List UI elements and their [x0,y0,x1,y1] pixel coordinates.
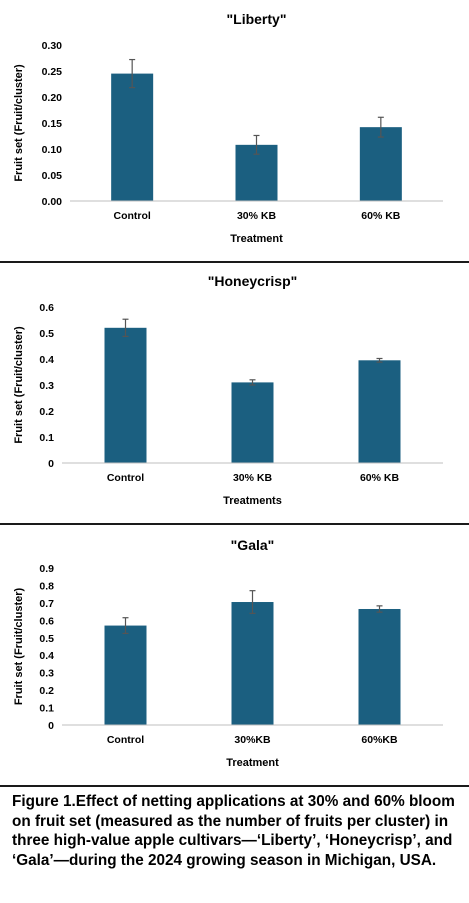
y-tick-label: 0.6 [39,302,54,314]
x-tick-label: Control [107,472,144,484]
y-tick-label: 0.25 [42,66,63,78]
y-tick-label: 0.8 [39,580,54,592]
liberty-chart-title: "Liberty" [227,11,287,27]
y-tick-label: 0.5 [39,633,54,645]
y-tick-label: 0.4 [39,650,54,662]
y-tick-label: 0.5 [39,328,54,340]
bar [231,602,274,725]
y-tick-label: 0.1 [39,703,54,715]
honeycrisp-chart-title: "Honeycrisp" [208,273,298,289]
x-axis-title: Treatments [223,495,282,507]
y-axis-title: Fruit set (Fruit/cluster) [13,587,25,705]
honeycrisp-chart-panel: "Honeycrisp" 0 0.1 0.2 0.3 0.4 0.5 0.6 Fruit set… [0,262,469,524]
y-tick-label: 0.05 [42,170,63,182]
x-tick-label: 30%KB [234,734,271,746]
x-tick-label: Control [107,734,144,746]
bar [358,608,401,725]
y-tick-label: 0.3 [39,380,54,392]
y-axis-title: Fruit set (Fruit/cluster) [13,64,25,182]
x-tick-label: 60% KB [360,472,400,484]
gala-chart: "Gala" 0 0.1 0.2 0.3 0.4 0.5 0.6 0.7 0.8 0.9 Fruit … [13,537,443,769]
x-tick-label: 30% KB [233,472,273,484]
x-axis-title: Treatment [230,233,283,245]
liberty-chart-panel: "Liberty" 0.00 0.05 0.10 0.15 0.20 0.25 0.30 Fru… [0,0,469,262]
x-tick-label: 60%KB [361,734,398,746]
y-tick-label: 0.9 [39,563,54,575]
figure-caption: Figure 1.Effect of netting applications … [12,793,455,869]
y-tick-label: 0.10 [42,144,63,156]
gala-chart-panel: "Gala" 0 0.1 0.2 0.3 0.4 0.5 0.6 0.7 0.8 0.9 Fruit … [0,524,469,786]
x-axis-title: Treatment [226,757,279,769]
gala-chart-title: "Gala" [231,537,275,553]
bar [104,625,147,725]
bar [231,382,274,463]
bar [111,73,154,201]
y-tick-label: 0.30 [42,40,63,52]
liberty-chart: "Liberty" 0.00 0.05 0.10 0.15 0.20 0.25 0.30 Fru… [13,11,443,245]
x-tick-label: 30% KB [237,210,277,222]
x-tick-label: Control [114,210,151,222]
bar [359,127,402,201]
y-tick-label: 0 [48,720,54,732]
honeycrisp-chart: "Honeycrisp" 0 0.1 0.2 0.3 0.4 0.5 0.6 Fruit set… [13,273,443,507]
y-tick-label: 0 [48,458,54,470]
panel-divider [0,261,469,263]
y-axis-title: Fruit set (Fruit/cluster) [13,326,25,444]
panel-divider [0,785,469,787]
y-tick-label: 0.00 [42,196,63,208]
y-tick-label: 0.6 [39,615,54,627]
y-tick-label: 0.1 [39,432,54,444]
y-tick-label: 0.7 [39,598,54,610]
y-tick-label: 0.2 [39,406,54,418]
y-tick-label: 0.3 [39,668,54,680]
y-tick-label: 0.4 [39,354,54,366]
x-tick-label: 60% KB [361,210,401,222]
bar [358,360,401,463]
bar [104,327,147,463]
y-tick-label: 0.15 [42,118,63,130]
panel-divider [0,523,469,525]
y-tick-label: 0.2 [39,685,54,697]
y-tick-label: 0.20 [42,92,63,104]
